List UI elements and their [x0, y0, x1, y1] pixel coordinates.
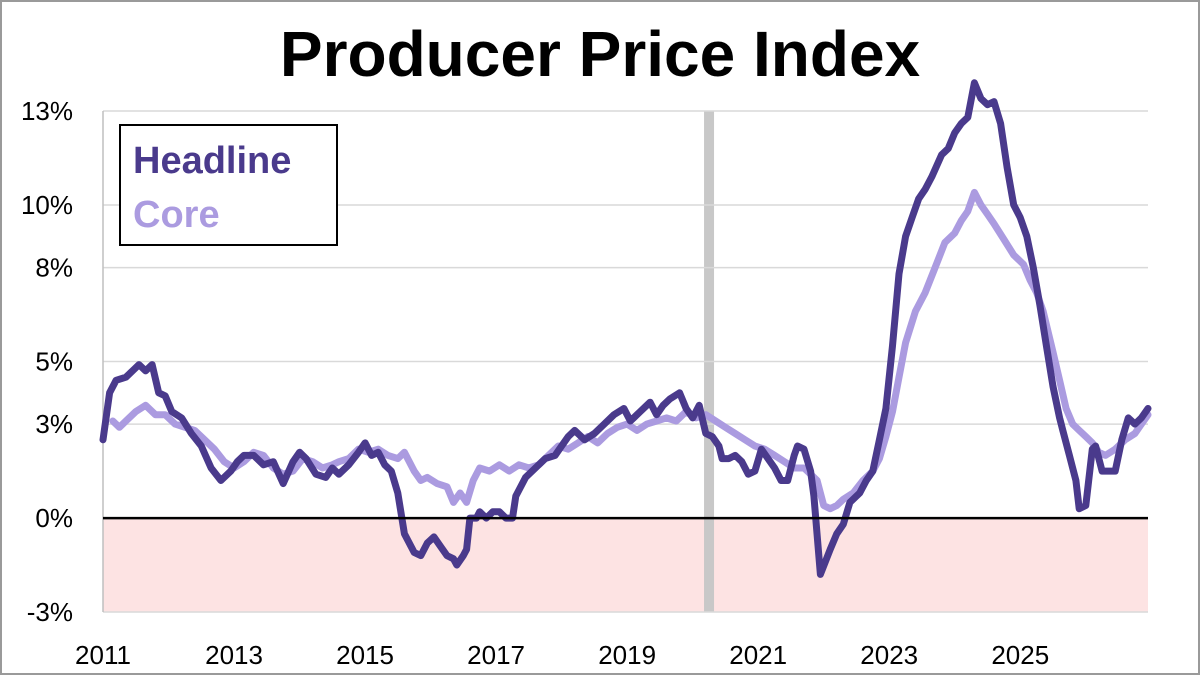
x-tick-label-2021: 2021 — [729, 640, 787, 670]
series-layer — [99, 79, 1152, 578]
x-tick-label-2011: 2011 — [75, 640, 131, 670]
legend-item-core: Core — [133, 194, 220, 236]
y-tick-label-5%: 5% — [35, 347, 73, 377]
y-tick-label-13%: 13% — [21, 96, 73, 126]
chart-title: Producer Price Index — [279, 18, 921, 90]
y-tick-label-8%: 8% — [35, 253, 73, 283]
x-tick-label-2019: 2019 — [598, 640, 656, 670]
axis-layer: -3% 0% 3% 5% 8% 10% 13% 2011 2013 2015 2017 2019 202… — [21, 96, 1148, 670]
y-tick-label-3%: 3% — [35, 409, 73, 439]
shading-layer — [103, 111, 1148, 612]
y-tick-label--3%: -3% — [27, 597, 73, 627]
x-tick-label-2013: 2013 — [205, 640, 263, 670]
legend: Headline Core — [119, 124, 338, 246]
series-line-headline — [99, 79, 1152, 578]
x-tick-label-2015: 2015 — [336, 640, 394, 670]
y-tick-label-0%: 0% — [35, 503, 73, 533]
x-tick-label-2023: 2023 — [860, 640, 918, 670]
x-tick-label-2025: 2025 — [991, 640, 1049, 670]
negative-region — [103, 518, 1148, 612]
y-tick-label-10%: 10% — [21, 190, 73, 220]
series-line-core — [109, 188, 1152, 513]
legend-item-headline: Headline — [133, 140, 292, 182]
x-tick-label-2017: 2017 — [467, 640, 525, 670]
